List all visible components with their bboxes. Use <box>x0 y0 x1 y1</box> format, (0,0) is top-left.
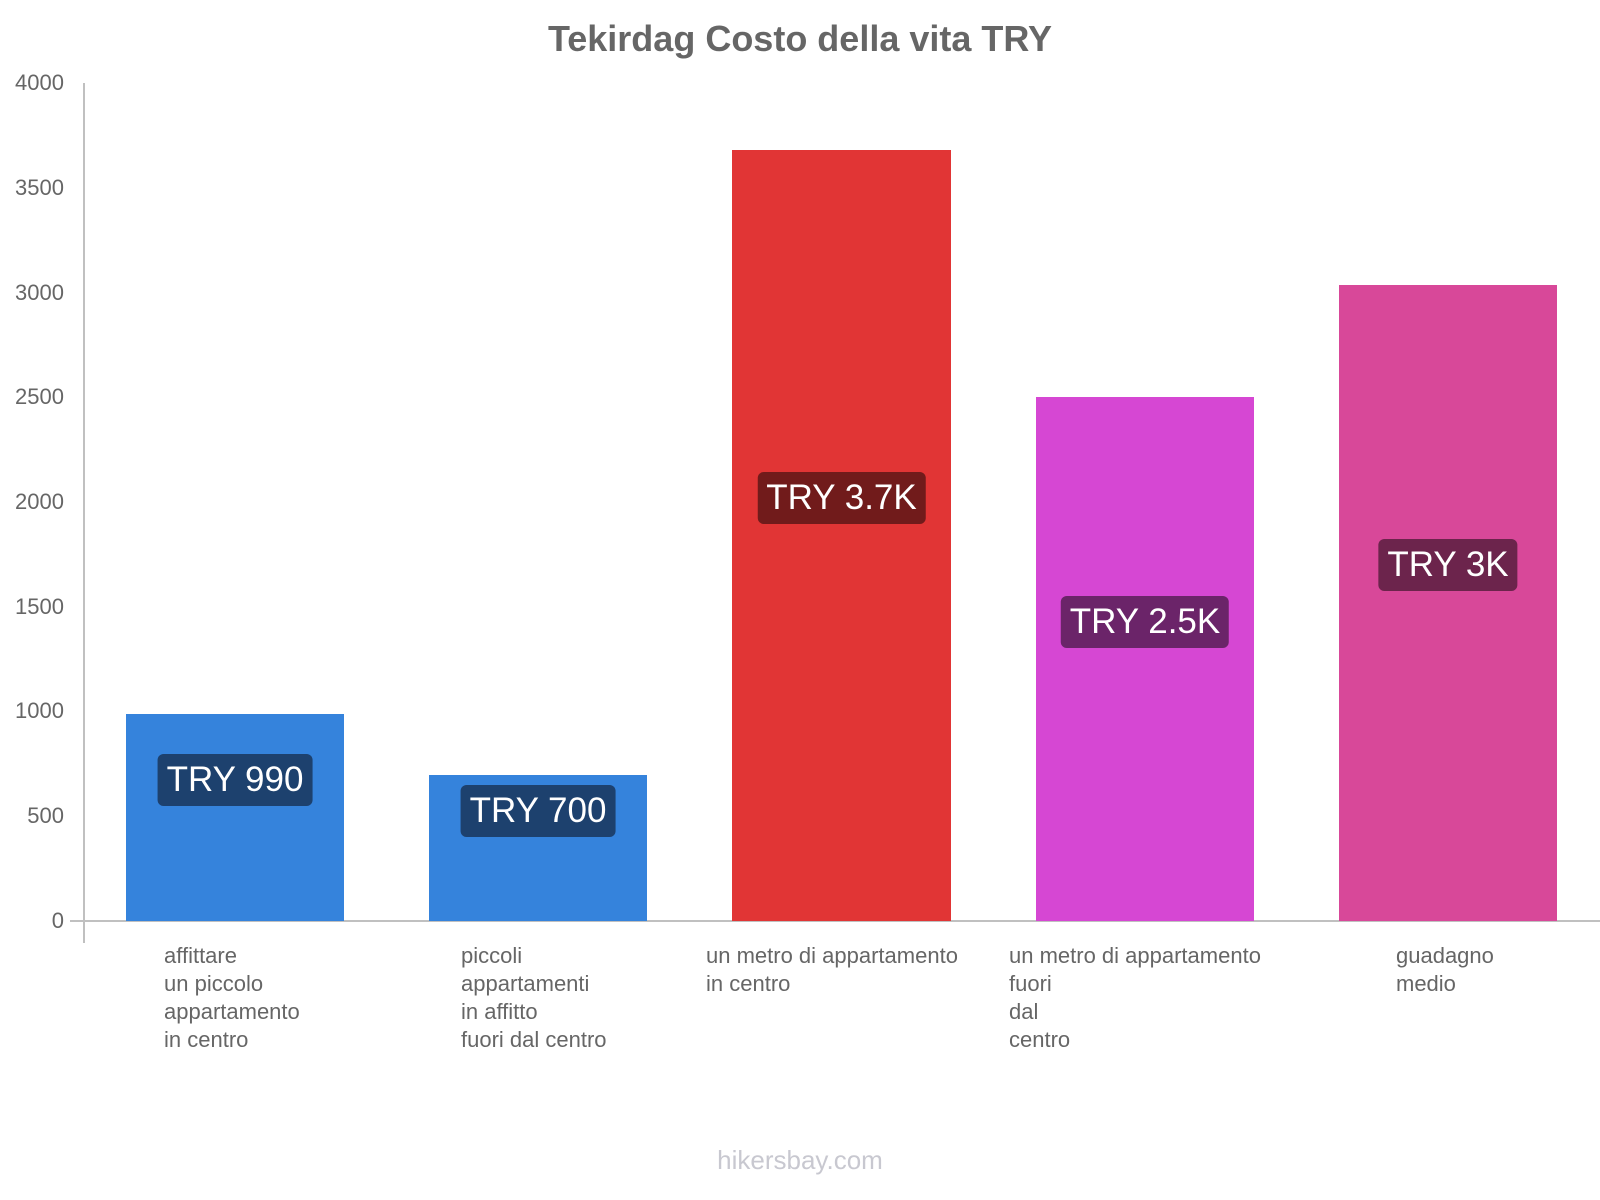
y-axis-line <box>83 83 85 943</box>
bar-value-label: TRY 2.5K <box>1060 596 1230 648</box>
x-category-label: piccoli appartamenti in affitto fuori da… <box>461 943 607 1052</box>
y-tick-label: 3500 <box>15 175 64 200</box>
y-tick-mark <box>72 920 84 922</box>
bar-sqm-price-outside-center[interactable]: TRY 2.5K <box>1036 397 1254 921</box>
y-tick-label: 1500 <box>15 594 64 619</box>
bar-value-label: TRY 3.7K <box>757 472 926 524</box>
bar-value-label: TRY 700 <box>460 785 616 837</box>
y-tick-label: 3000 <box>15 280 64 305</box>
x-axis-line <box>70 920 1600 922</box>
y-tick-label: 4000 <box>15 70 64 95</box>
bar-average-salary[interactable]: TRY 3K <box>1339 285 1557 921</box>
y-tick-label: 2500 <box>15 384 64 409</box>
source-watermark: hikersbay.com <box>717 1145 883 1175</box>
x-category-label: guadagno medio <box>1396 943 1494 996</box>
bar-value-label: TRY 3K <box>1378 539 1518 591</box>
bar-sqm-price-center[interactable]: TRY 3.7K <box>732 150 951 921</box>
x-category-label: un metro di appartamento in centro <box>706 943 958 996</box>
y-tick-label: 2000 <box>15 489 64 514</box>
y-tick-label: 1000 <box>15 698 64 723</box>
bar-value-label: TRY 990 <box>157 754 313 806</box>
bar-rent-apartments-outside-center[interactable]: TRY 700 <box>429 775 647 921</box>
bar-rent-small-apartment-center[interactable]: TRY 990 <box>126 714 344 921</box>
x-category-label: un metro di appartamento fuori dal centr… <box>1009 943 1261 1052</box>
x-category-label: affittare un piccolo appartamento in cen… <box>164 943 300 1052</box>
chart-title: Tekirdag Costo della vita TRY <box>547 18 1053 59</box>
y-tick-label: 0 <box>51 908 64 933</box>
y-tick-label: 500 <box>27 803 64 828</box>
